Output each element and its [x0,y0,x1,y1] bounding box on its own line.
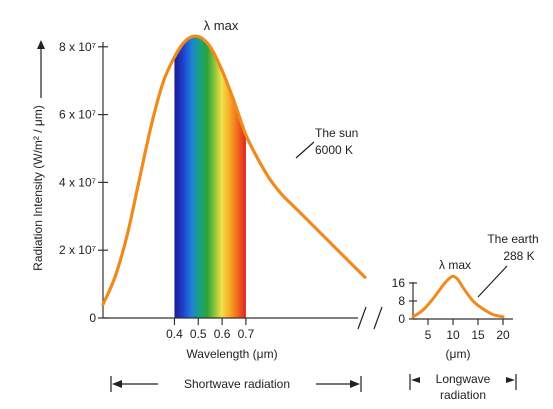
x-tick-label: 0.5 [190,327,207,341]
axis-break-marks [357,306,383,330]
earth-temperature-label: 288 K [503,249,534,263]
shortwave-range-label: Shortwave radiation [184,377,290,391]
earth-curve [411,274,505,319]
longwave-range-label-line-2: radiation [440,388,486,402]
longwave-x-tick-label: 15 [471,328,485,342]
y-tick-label: 2 x 10⁷ [59,243,96,257]
longwave-range-indicator: Longwave radiation [409,372,517,402]
x-axis-label: Wavelength (μm) [186,347,277,361]
longwave-range-label-line-1: Longwave [436,372,491,386]
longwave-y-tick-label: 8 [398,294,405,308]
shortwave-range-indicator: Shortwave radiation [110,376,362,392]
x-tick-label: 0.6 [214,327,231,341]
longwave-x-tick-label: 10 [446,328,460,342]
sun-label: The sun [315,126,358,140]
y-axis-ticks: 8 x 10⁷ 6 x 10⁷ 4 x 10⁷ 2 x 10⁷ 0 [59,40,108,325]
longwave-x-tick-label: 5 [425,328,432,342]
x-tick-label: 0.4 [166,327,183,341]
y-tick-label: 4 x 10⁷ [59,175,96,189]
earth-label: The earth [487,232,538,246]
y-axis-arrow-head-icon [37,40,45,49]
longwave-x-axis-label: (μm) [446,347,471,361]
y-axis-label: Radiation Intensity (W/m² / μm) [31,105,45,271]
sun-pointer [295,141,315,159]
longwave-lambda-max-label: λ max [439,258,471,272]
longwave-y-tick-label: 0 [398,312,405,326]
x-axis-ticks: 0.4 0.5 0.6 0.7 [166,318,255,341]
y-tick-label: 0 [89,311,96,325]
lambda-max-label: λ max [204,18,239,33]
y-tick-label: 8 x 10⁷ [59,40,96,54]
sun-temperature-label: 6000 K [315,143,353,157]
y-tick-label: 6 x 10⁷ [59,108,96,122]
longwave-y-tick-label: 16 [392,276,406,290]
x-tick-label: 0.7 [238,327,255,341]
longwave-x-axis-ticks: 5 10 15 20 [425,319,510,342]
longwave-x-tick-label: 20 [496,328,510,342]
sun-curve [101,34,367,306]
earth-pointer [477,265,508,298]
